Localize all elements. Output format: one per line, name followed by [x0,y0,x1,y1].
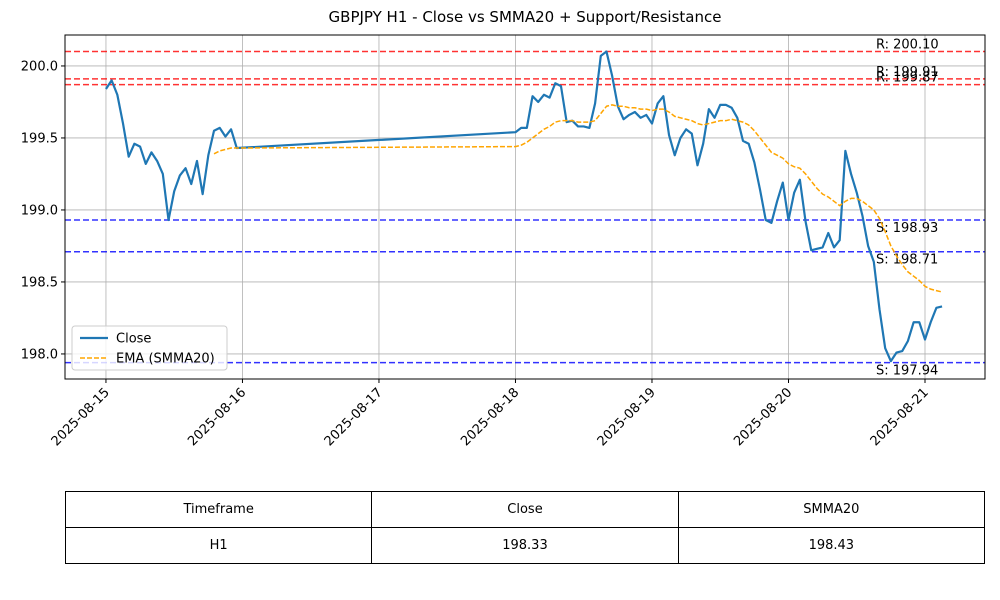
x-tick-label: 2025-08-15 [49,385,113,449]
y-tick-label: 200.0 [21,59,58,74]
table-cell: 198.33 [371,527,679,564]
table-cell: H1 [64,527,373,564]
resistance-label: R: 199.91 [876,65,939,80]
y-tick-label: 198.0 [21,347,58,362]
legend-label: EMA (SMMA20) [116,352,215,367]
y-tick-label: 199.5 [21,131,58,146]
support-label: S: 198.93 [876,221,938,236]
legend-label: Close [116,332,151,347]
chart: GBPJPY H1 - Close vs SMMA20 + Support/Re… [21,8,986,449]
support-label: S: 197.94 [876,364,938,379]
series-line [105,50,943,363]
legend-box [71,325,228,371]
x-tick-label: 2025-08-16 [185,385,249,449]
series-line [213,104,943,293]
x-tick-label: 2025-08-18 [458,385,522,449]
resistance-label: R: 200.10 [876,38,939,53]
y-tick-label: 199.0 [21,203,58,218]
x-tick-label: 2025-08-17 [322,385,386,449]
table-header: Timeframe Close SMMA20 [64,491,986,528]
table-cell: 198.43 [677,527,986,564]
chart-title: GBPJPY H1 - Close vs SMMA20 + Support/Re… [329,8,722,26]
x-tick-label: 2025-08-20 [731,385,795,449]
table-row: H1 198.33 198.43 [64,527,986,564]
plot-frame [64,34,986,380]
x-tick-label: 2025-08-19 [595,385,659,449]
summary-table: Timeframe Close SMMA20 H1 198.33 198.43 [64,491,986,564]
resistance-label: R: 199.87 [876,71,939,86]
y-tick-label: 198.5 [21,275,58,290]
support-label: S: 198.71 [876,253,938,268]
header-cell: Close [371,491,679,528]
header-cell: SMMA20 [677,491,986,528]
x-tick-label: 2025-08-21 [868,385,932,449]
header-cell: Timeframe [64,491,373,528]
